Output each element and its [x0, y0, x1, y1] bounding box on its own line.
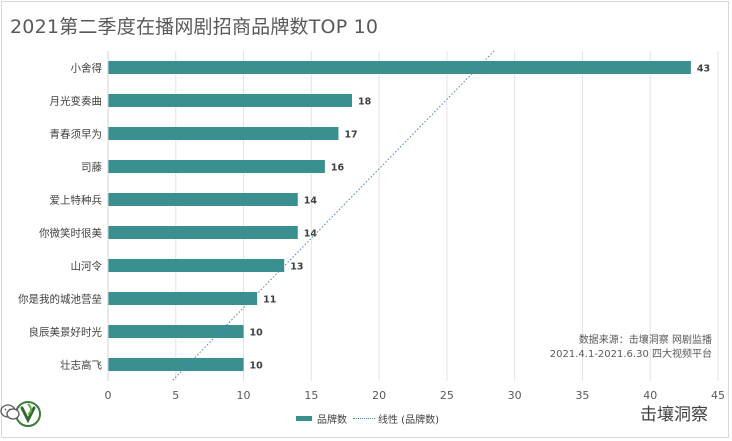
- bar: [108, 358, 244, 371]
- data-label: 17: [344, 130, 357, 141]
- bar: [108, 160, 325, 173]
- category-label: 良辰美景好时光: [29, 326, 103, 339]
- category-label: 你是我的城池营垒: [18, 293, 102, 306]
- source-note-line2: 2021.4.1-2021.6.30 四大视频平台: [549, 349, 712, 360]
- x-tick-label: 20: [372, 389, 386, 402]
- category-label: 司藤: [81, 162, 102, 174]
- brand-name: 击壤洞察: [640, 405, 708, 425]
- bar: [108, 94, 352, 107]
- x-tick-label: 35: [575, 389, 589, 402]
- category-label: 你微笑时很美: [39, 227, 102, 240]
- category-label: 青春须早为: [50, 128, 103, 141]
- data-label: 13: [290, 262, 303, 273]
- bar: [108, 325, 244, 338]
- bar: [108, 292, 258, 305]
- x-tick-label: 25: [440, 389, 454, 402]
- data-label: 14: [304, 229, 318, 240]
- bar: [108, 61, 691, 74]
- data-label: 14: [304, 196, 318, 207]
- category-label: 爱上特种兵: [50, 194, 103, 207]
- bar: [108, 259, 285, 272]
- x-tick-label: 15: [304, 389, 318, 402]
- category-label: 壮志高飞: [60, 359, 102, 372]
- category-label: 月光变奏曲: [50, 95, 103, 108]
- bar: [108, 193, 298, 206]
- bar: [108, 127, 339, 140]
- x-tick-label: 40: [643, 389, 657, 402]
- data-label: 16: [331, 163, 345, 174]
- legend-trend-label: 线性 (品牌数): [378, 415, 439, 426]
- data-label: 10: [250, 328, 264, 339]
- category-label: 山河令: [71, 260, 103, 273]
- wechat-icon: [0, 404, 20, 420]
- source-note-line1: 数据来源：击壤洞察 网剧监播: [578, 335, 712, 346]
- data-label: 11: [263, 295, 276, 306]
- bar: [108, 226, 298, 239]
- x-tick-label: 30: [508, 389, 522, 402]
- legend-trend-swatch: [353, 418, 375, 419]
- category-label: 小舍得: [71, 62, 103, 75]
- data-label: 18: [358, 97, 372, 108]
- x-tick-label: 0: [105, 389, 112, 402]
- x-tick-label: 5: [172, 389, 179, 402]
- legend-bar-label: 品牌数: [317, 415, 347, 426]
- data-label: 10: [250, 361, 264, 372]
- x-tick-label: 10: [237, 389, 251, 402]
- data-label: 43: [697, 64, 710, 75]
- x-tick-label: 45: [711, 389, 725, 402]
- legend-bar-swatch: [296, 416, 312, 421]
- chart-title: 2021第二季度在播网剧招商品牌数TOP 10: [10, 16, 379, 38]
